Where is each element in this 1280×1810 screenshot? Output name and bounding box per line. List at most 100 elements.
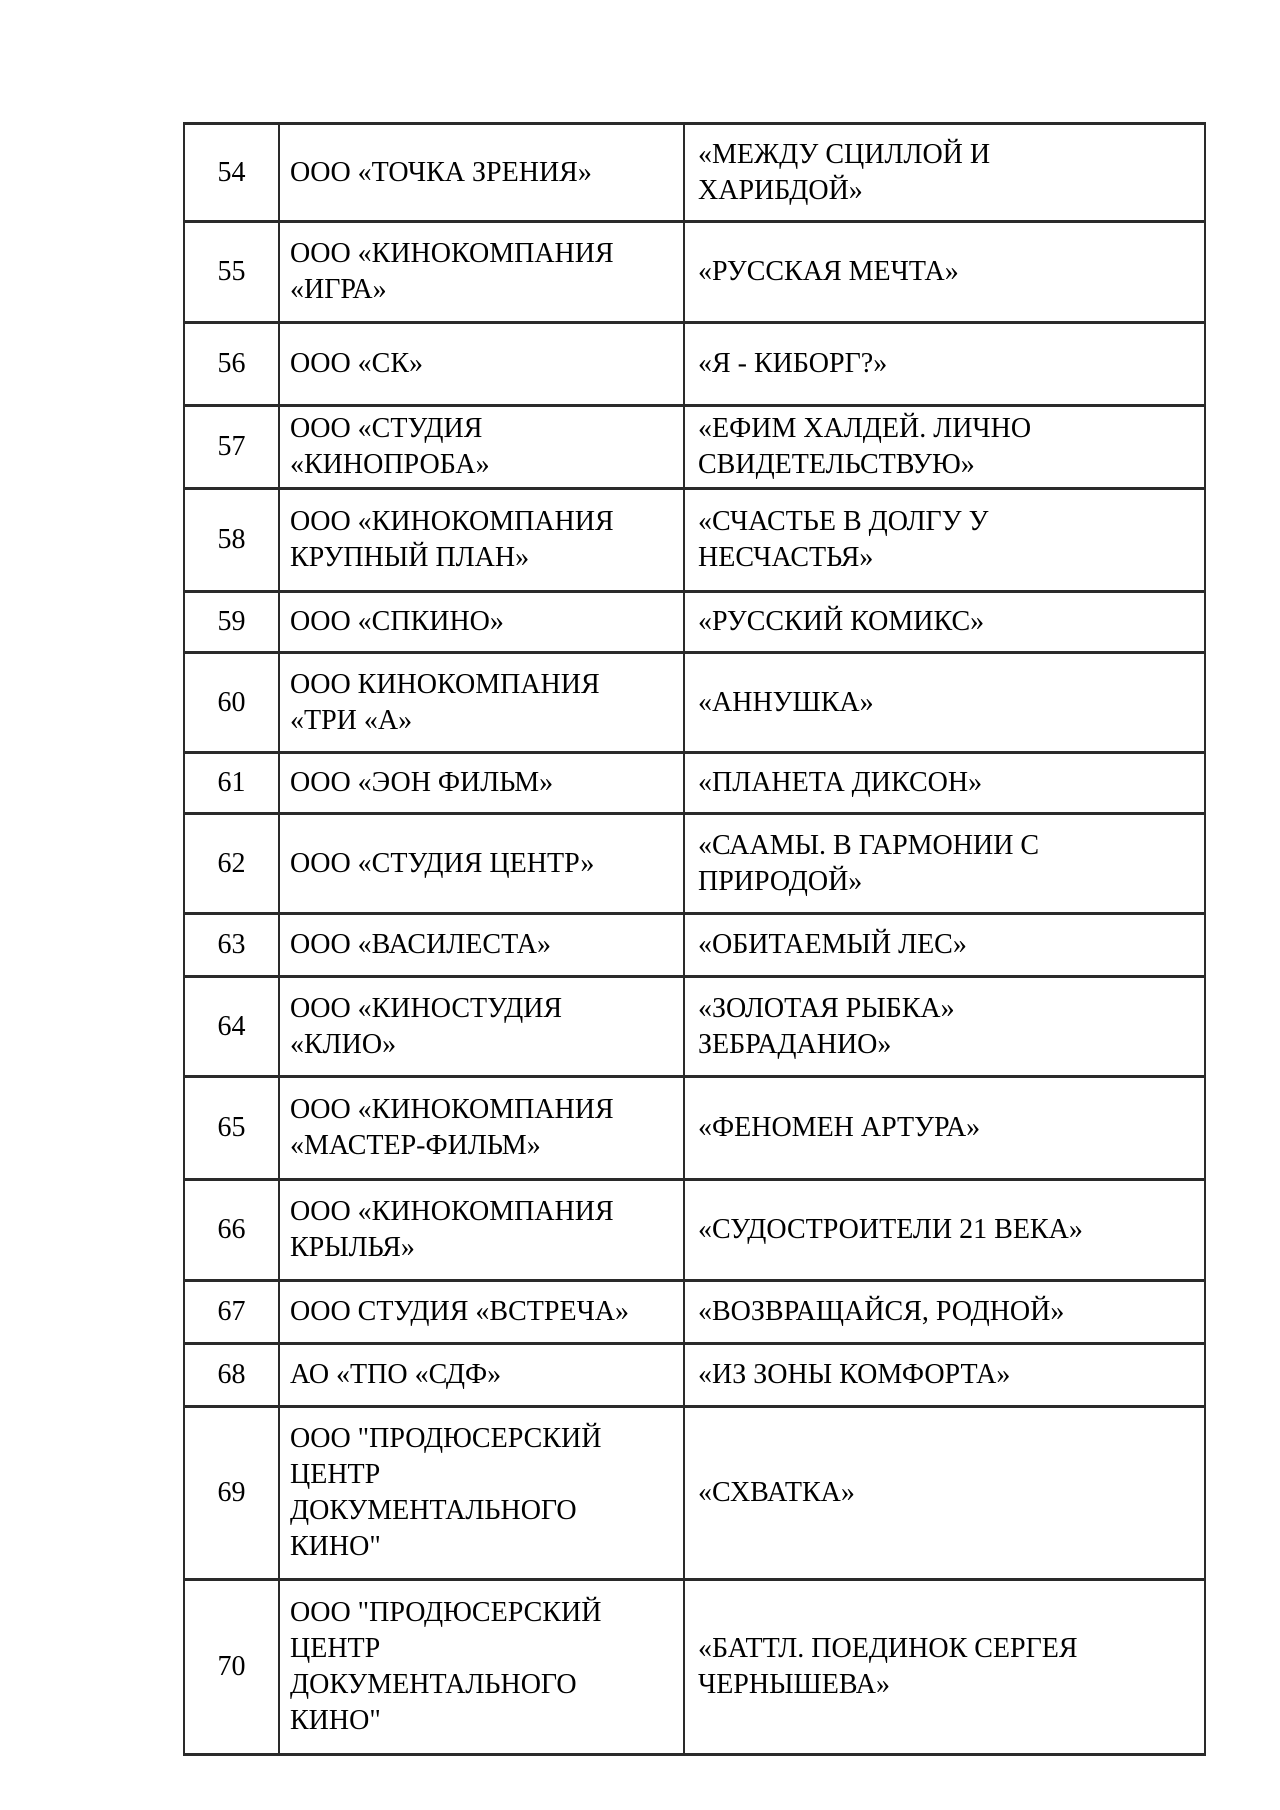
company-cell: АО «ТПО «СДФ» bbox=[278, 1342, 685, 1408]
film-title-cell-text: «СУДОСТРОИТЕЛИ 21 ВЕКА» bbox=[698, 1214, 1083, 1245]
film-companies-table: 54 ООО «ТОЧКА ЗРЕНИЯ» «МЕЖДУ СЦИЛЛОЙ И ХАР… bbox=[183, 122, 1206, 1756]
row-number-cell: 70 bbox=[183, 1578, 280, 1756]
company-cell: ООО «ЭОН ФИЛЬМ» bbox=[278, 751, 685, 815]
film-title-cell: «ИЗ ЗОНЫ КОМФОРТА» bbox=[683, 1342, 1206, 1408]
company-cell: ООО «ТОЧКА ЗРЕНИЯ» bbox=[278, 122, 685, 223]
company-cell-text: ООО СТУДИЯ «ВСТРЕЧА» bbox=[290, 1296, 629, 1327]
film-title-cell: «АННУШКА» bbox=[683, 651, 1206, 754]
table-row: 54 ООО «ТОЧКА ЗРЕНИЯ» «МЕЖДУ СЦИЛЛОЙ И ХАР… bbox=[183, 122, 1206, 223]
company-cell-text: ООО «ТОЧКА ЗРЕНИЯ» bbox=[290, 156, 592, 188]
table-row: 66 ООО «КИНОКОМПАНИЯ КРЫЛЬЯ» «СУДОСТРОИТЕЛ… bbox=[183, 1178, 1206, 1282]
table-row: 62 ООО «СТУДИЯ ЦЕНТР» «СААМЫ. В ГАРМОНИИ С… bbox=[183, 812, 1206, 915]
film-title-cell-text: «ЕФИМ ХАЛДЕЙ. ЛИЧНО СВИДЕТЕЛЬСТВУЮ» bbox=[698, 413, 1032, 480]
row-number-cell-text: 59 bbox=[217, 606, 246, 637]
row-number-cell: 64 bbox=[183, 975, 280, 1078]
row-number-cell: 63 bbox=[183, 912, 280, 978]
table-row: 64 ООО «КИНОСТУДИЯ «КЛИО» «ЗОЛОТАЯ РЫБКА» … bbox=[183, 975, 1206, 1078]
film-title-cell-text: «ПЛАНЕТА ДИКСОН» bbox=[698, 767, 983, 798]
row-number-cell-text: 54 bbox=[217, 156, 246, 188]
row-number-cell: 60 bbox=[183, 651, 280, 754]
table-row: 58 ООО «КИНОКОМПАНИЯ КРУПНЫЙ ПЛАН» «СЧАСТЬ… bbox=[183, 487, 1206, 593]
table-row: 55 ООО «КИНОКОМПАНИЯ «ИГРА» «РУССКАЯ МЕЧТА… bbox=[183, 220, 1206, 324]
company-cell-text: ООО «ЭОН ФИЛЬМ» bbox=[290, 767, 554, 798]
company-cell-text: ООО "ПРОДЮСЕРСКИЙ ЦЕНТР ДОКУМЕНТАЛЬНОГО … bbox=[290, 1597, 602, 1736]
film-title-cell-text: «АННУШКА» bbox=[698, 686, 874, 718]
row-number-cell: 61 bbox=[183, 751, 280, 815]
company-cell: ООО КИНОКОМПАНИЯ «ТРИ «А» bbox=[278, 651, 685, 754]
row-number-cell-text: 64 bbox=[217, 1010, 246, 1042]
company-cell-text: ООО «КИНОКОМПАНИЯ КРУПНЫЙ ПЛАН» bbox=[290, 506, 614, 573]
film-title-cell: «ЕФИМ ХАЛДЕЙ. ЛИЧНО СВИДЕТЕЛЬСТВУЮ» bbox=[683, 404, 1206, 490]
film-title-cell: «СЧАСТЬЕ В ДОЛГУ У НЕСЧАСТЬЯ» bbox=[683, 487, 1206, 593]
row-number-cell-text: 65 bbox=[217, 1112, 246, 1143]
company-cell: ООО «СК» bbox=[278, 321, 685, 407]
film-title-cell-text: «СААМЫ. В ГАРМОНИИ С ПРИРОДОЙ» bbox=[698, 829, 1040, 897]
table-row: 56 ООО «СК» «Я - КИБОРГ?» bbox=[183, 321, 1206, 407]
row-number-cell-text: 66 bbox=[217, 1214, 246, 1245]
table-row: 70 ООО "ПРОДЮСЕРСКИЙ ЦЕНТР ДОКУМЕНТАЛЬНОГ… bbox=[183, 1578, 1206, 1756]
table-row: 61 ООО «ЭОН ФИЛЬМ» «ПЛАНЕТА ДИКСОН» bbox=[183, 751, 1206, 815]
row-number-cell: 57 bbox=[183, 404, 280, 490]
company-cell: ООО «СПКИНО» bbox=[278, 590, 685, 654]
row-number-cell: 62 bbox=[183, 812, 280, 915]
table-row: 63 ООО «ВАСИЛЕСТА» «ОБИТАЕМЫЙ ЛЕС» bbox=[183, 912, 1206, 978]
company-cell-text: ООО «КИНОКОМПАНИЯ «ИГРА» bbox=[290, 238, 614, 305]
company-cell: ООО СТУДИЯ «ВСТРЕЧА» bbox=[278, 1279, 685, 1345]
company-cell-text: ООО «СК» bbox=[290, 348, 424, 379]
company-cell: ООО «КИНОКОМПАНИЯ «ИГРА» bbox=[278, 220, 685, 324]
film-title-cell: «ОБИТАЕМЫЙ ЛЕС» bbox=[683, 912, 1206, 978]
row-number-cell-text: 58 bbox=[217, 524, 246, 555]
company-cell-text: АО «ТПО «СДФ» bbox=[290, 1359, 502, 1390]
company-cell-text: ООО «СПКИНО» bbox=[290, 606, 504, 637]
company-cell: ООО "ПРОДЮСЕРСКИЙ ЦЕНТР ДОКУМЕНТАЛЬНОГО … bbox=[278, 1405, 685, 1581]
company-cell-text: ООО «СТУДИЯ «КИНОПРОБА» bbox=[290, 413, 490, 480]
row-number-cell: 56 bbox=[183, 321, 280, 407]
film-title-cell: «БАТТЛ. ПОЕДИНОК СЕРГЕЯ ЧЕРНЫШЕВА» bbox=[683, 1578, 1206, 1756]
film-title-cell-text: «ИЗ ЗОНЫ КОМФОРТА» bbox=[698, 1359, 1011, 1390]
row-number-cell: 66 bbox=[183, 1178, 280, 1282]
row-number-cell-text: 67 bbox=[217, 1296, 246, 1327]
row-number-cell: 54 bbox=[183, 122, 280, 223]
company-cell-text: ООО «СТУДИЯ ЦЕНТР» bbox=[290, 847, 595, 879]
film-title-cell-text: «ФЕНОМЕН АРТУРА» bbox=[698, 1112, 981, 1143]
row-number-cell: 55 bbox=[183, 220, 280, 324]
table-row: 57 ООО «СТУДИЯ «КИНОПРОБА» «ЕФИМ ХАЛДЕЙ. Л… bbox=[183, 404, 1206, 490]
company-cell: ООО «КИНОКОМПАНИЯ КРЫЛЬЯ» bbox=[278, 1178, 685, 1282]
row-number-cell-text: 57 bbox=[217, 431, 246, 462]
row-number-cell-text: 56 bbox=[217, 348, 246, 379]
table-row: 69 ООО "ПРОДЮСЕРСКИЙ ЦЕНТР ДОКУМЕНТАЛЬНОГ… bbox=[183, 1405, 1206, 1581]
company-cell: ООО «ВАСИЛЕСТА» bbox=[278, 912, 685, 978]
company-cell-text: ООО КИНОКОМПАНИЯ «ТРИ «А» bbox=[290, 668, 600, 736]
company-cell-text: ООО "ПРОДЮСЕРСКИЙ ЦЕНТР ДОКУМЕНТАЛЬНОГО … bbox=[290, 1423, 602, 1562]
table-body: 54 ООО «ТОЧКА ЗРЕНИЯ» «МЕЖДУ СЦИЛЛОЙ И ХАР… bbox=[183, 122, 1206, 1756]
row-number-cell: 59 bbox=[183, 590, 280, 654]
film-title-cell-text: «ОБИТАЕМЫЙ ЛЕС» bbox=[698, 929, 967, 960]
row-number-cell-text: 55 bbox=[217, 256, 246, 287]
company-cell: ООО «СТУДИЯ «КИНОПРОБА» bbox=[278, 404, 685, 490]
row-number-cell-text: 63 bbox=[217, 929, 246, 960]
row-number-cell-text: 70 bbox=[217, 1651, 246, 1682]
table-row: 60 ООО КИНОКОМПАНИЯ «ТРИ «А» «АННУШКА» bbox=[183, 651, 1206, 754]
row-number-cell: 69 bbox=[183, 1405, 280, 1581]
row-number-cell: 68 bbox=[183, 1342, 280, 1408]
film-title-cell: «ПЛАНЕТА ДИКСОН» bbox=[683, 751, 1206, 815]
film-title-cell: «СУДОСТРОИТЕЛИ 21 ВЕКА» bbox=[683, 1178, 1206, 1282]
table-row: 68 АО «ТПО «СДФ» «ИЗ ЗОНЫ КОМФОРТА» bbox=[183, 1342, 1206, 1408]
film-title-cell-text: «ВОЗВРАЩАЙСЯ, РОДНОЙ» bbox=[698, 1296, 1065, 1327]
row-number-cell-text: 68 bbox=[217, 1359, 246, 1390]
table-row: 59 ООО «СПКИНО» «РУССКИЙ КОМИКС» bbox=[183, 590, 1206, 654]
film-title-cell: «ЗОЛОТАЯ РЫБКА» ЗЕБРАДАНИО» bbox=[683, 975, 1206, 1078]
row-number-cell: 65 bbox=[183, 1075, 280, 1181]
company-cell: ООО «СТУДИЯ ЦЕНТР» bbox=[278, 812, 685, 915]
film-title-cell-text: «МЕЖДУ СЦИЛЛОЙ И ХАРИБДОЙ» bbox=[698, 138, 991, 206]
film-title-cell: «РУССКИЙ КОМИКС» bbox=[683, 590, 1206, 654]
company-cell-text: ООО «КИНОКОМПАНИЯ КРЫЛЬЯ» bbox=[290, 1196, 614, 1263]
film-title-cell: «Я - КИБОРГ?» bbox=[683, 321, 1206, 407]
company-cell-text: ООО «ВАСИЛЕСТА» bbox=[290, 929, 551, 960]
film-title-cell: «СХВАТКА» bbox=[683, 1405, 1206, 1581]
row-number-cell-text: 61 bbox=[217, 767, 246, 798]
film-title-cell-text: «РУССКАЯ МЕЧТА» bbox=[698, 256, 959, 287]
table-row: 65 ООО «КИНОКОМПАНИЯ «МАСТЕР-ФИЛЬМ» «ФЕНОМ… bbox=[183, 1075, 1206, 1181]
film-title-cell: «СААМЫ. В ГАРМОНИИ С ПРИРОДОЙ» bbox=[683, 812, 1206, 915]
